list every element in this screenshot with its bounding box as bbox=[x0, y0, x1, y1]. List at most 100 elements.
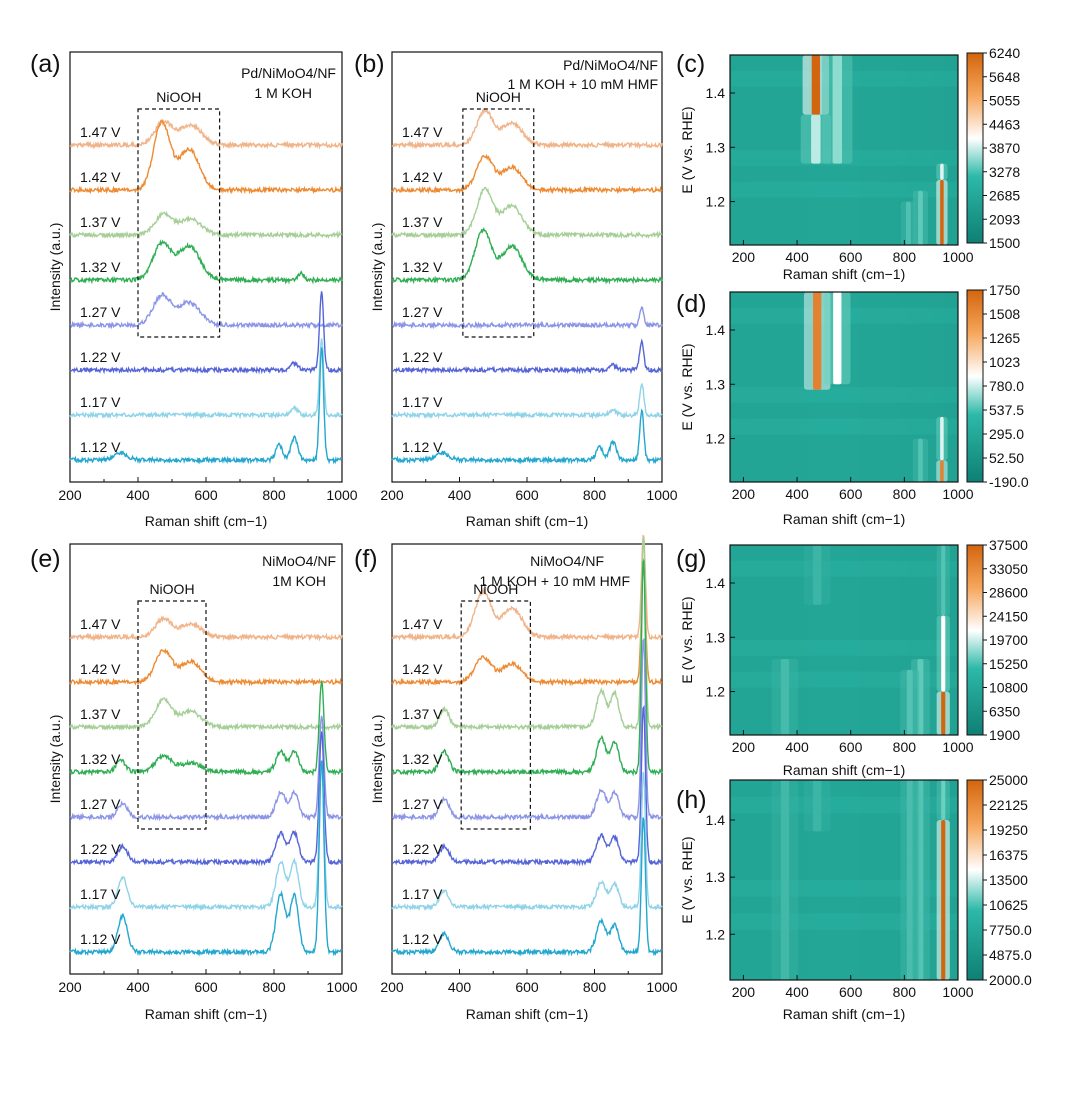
series-label: 1.17 V bbox=[80, 394, 121, 410]
colorbar-tick-label: 16375 bbox=[989, 847, 1028, 863]
heatmap-feature bbox=[940, 163, 944, 180]
x-tick-label: 1000 bbox=[942, 739, 973, 755]
x-tick-label: 600 bbox=[839, 739, 863, 755]
colorbar-tick-label: 1508 bbox=[989, 306, 1020, 322]
heatmap-feature bbox=[941, 615, 946, 692]
series-label: 1.32 V bbox=[80, 259, 121, 275]
x-tick-label: 400 bbox=[126, 487, 150, 503]
spectrum-137V bbox=[391, 537, 663, 732]
panel-h: (h) 200 400 600 800 1000 1.2 1.3 1.4 25000 22125 1… bbox=[676, 772, 1032, 1022]
colorbar-tick-label: 1750 bbox=[989, 282, 1020, 298]
series-label: 1.47 V bbox=[402, 616, 443, 632]
panel-b-plot: 200 400 600 800 1000 1.47 V 1.42 V 1.37 V 1.32 V… bbox=[380, 51, 678, 503]
panel-c: (c) 200 400 600 800 1000 1.2 1.3 1.4 6240 5648 505… bbox=[676, 45, 1020, 282]
x-tick-label: 1000 bbox=[326, 487, 357, 503]
colorbar-tick-label: -190.0 bbox=[989, 474, 1029, 490]
colorbar-tick-label: 25000 bbox=[989, 772, 1028, 788]
spectrum-137V bbox=[69, 210, 343, 240]
niooh-label: NiOOH bbox=[156, 89, 201, 105]
spectrum-142V bbox=[391, 153, 663, 195]
x-tick-label: 800 bbox=[262, 487, 286, 503]
spectrum-117V bbox=[391, 771, 663, 912]
x-tick-label: 800 bbox=[893, 739, 917, 755]
heatmap-band bbox=[730, 592, 958, 609]
x-tick-label: 600 bbox=[515, 487, 539, 503]
x-tick-label: 200 bbox=[380, 487, 404, 503]
panel-c-ylabel: E (V vs. RHE) bbox=[679, 106, 695, 193]
colorbar-tick-label: 13500 bbox=[989, 872, 1028, 888]
x-tick-label: 1000 bbox=[646, 979, 677, 995]
colorbar-tick-label: 5055 bbox=[989, 93, 1020, 109]
y-tick-label: 1.3 bbox=[706, 629, 726, 645]
heatmap-feature bbox=[941, 545, 946, 616]
colorbar-tick-label: 1900 bbox=[989, 727, 1020, 743]
heatmap-feature bbox=[940, 179, 944, 245]
panel-f-xlabel: Raman shift (cm−1) bbox=[466, 1006, 589, 1022]
heatmap-feature bbox=[833, 292, 842, 385]
series-label: 1.27 V bbox=[80, 304, 121, 320]
colorbar-tick-label: 28600 bbox=[989, 585, 1028, 601]
x-tick-label: 800 bbox=[583, 979, 607, 995]
spectrum-127V bbox=[69, 292, 343, 330]
series-label: 1.42 V bbox=[80, 661, 121, 677]
series-label: 1.27 V bbox=[402, 304, 443, 320]
colorbar-tick-label: 780.0 bbox=[989, 378, 1024, 394]
heatmap-band bbox=[730, 181, 958, 198]
panel-a-ylabel: Intensity (a.u.) bbox=[47, 223, 63, 312]
panel-c-heatmap: 200 400 600 800 1000 1.2 1.3 1.4 6240 5648 5055 446… bbox=[706, 45, 1021, 265]
heatmap-band bbox=[730, 640, 958, 656]
heatmap-feature bbox=[941, 780, 946, 820]
x-tick-label: 1000 bbox=[942, 486, 973, 502]
spectrum-112V bbox=[391, 817, 663, 957]
heatmap-feature bbox=[813, 545, 822, 605]
series-label: 1.17 V bbox=[80, 886, 121, 902]
x-tick-label: 600 bbox=[839, 249, 863, 265]
colorbar-tick-label: 7750.0 bbox=[989, 922, 1032, 938]
spectrum-132V bbox=[391, 227, 663, 285]
heatmap-feature bbox=[906, 780, 913, 980]
colorbar-tick-label: 52.50 bbox=[989, 450, 1024, 466]
series-label: 1.37 V bbox=[402, 706, 443, 722]
series-label: 1.22 V bbox=[402, 349, 443, 365]
panel-f: (f) NiMoO4/NF 1 M KOH + 10 mM HMF 200 400… bbox=[354, 534, 678, 1022]
x-tick-label: 400 bbox=[126, 979, 150, 995]
spectrum-147V bbox=[69, 118, 343, 150]
panel-e-title-line1: NiMoO4/NF bbox=[262, 553, 336, 569]
panel-letter-d: (d) bbox=[676, 290, 707, 318]
heatmap-frame bbox=[729, 544, 959, 736]
panel-c-xlabel: Raman shift (cm−1) bbox=[783, 266, 906, 282]
series-label: 1.22 V bbox=[80, 349, 121, 365]
heatmap-feature bbox=[813, 780, 822, 832]
colorbar bbox=[966, 52, 984, 244]
heatmap-band bbox=[730, 434, 958, 451]
x-tick-label: 200 bbox=[732, 249, 756, 265]
panel-b-xlabel: Raman shift (cm−1) bbox=[466, 513, 589, 529]
x-tick-label: 1000 bbox=[942, 249, 973, 265]
x-tick-label: 400 bbox=[785, 984, 809, 1000]
series-label: 1.47 V bbox=[402, 124, 443, 140]
spectrum-132V bbox=[69, 679, 343, 777]
series-label: 1.17 V bbox=[402, 886, 443, 902]
x-tick-label: 400 bbox=[785, 739, 809, 755]
panel-f-title-line2: 1 M KOH + 10 mM HMF bbox=[479, 573, 630, 589]
colorbar-tick-label: 10800 bbox=[989, 680, 1028, 696]
heatmap-feature bbox=[918, 438, 923, 482]
series-label: 1.42 V bbox=[402, 661, 443, 677]
series-label: 1.12 V bbox=[402, 439, 443, 455]
x-tick-label: 400 bbox=[785, 249, 809, 265]
colorbar-tick-label: 4463 bbox=[989, 116, 1020, 132]
colorbar bbox=[966, 544, 984, 736]
y-tick-label: 1.3 bbox=[706, 376, 726, 392]
colorbar-tick-label: 2093 bbox=[989, 211, 1020, 227]
series-label: 1.32 V bbox=[80, 751, 121, 767]
x-tick-label: 600 bbox=[839, 486, 863, 502]
panel-a-title-line2: 1 M KOH bbox=[254, 85, 312, 101]
niooh-box bbox=[137, 600, 207, 830]
heatmap-feature bbox=[906, 201, 911, 245]
x-tick-label: 400 bbox=[448, 979, 472, 995]
heatmap-feature bbox=[780, 780, 790, 980]
heatmap-band bbox=[730, 576, 958, 593]
heatmap-feature bbox=[940, 416, 944, 461]
panel-f-ylabel: Intensity (a.u.) bbox=[369, 715, 385, 804]
